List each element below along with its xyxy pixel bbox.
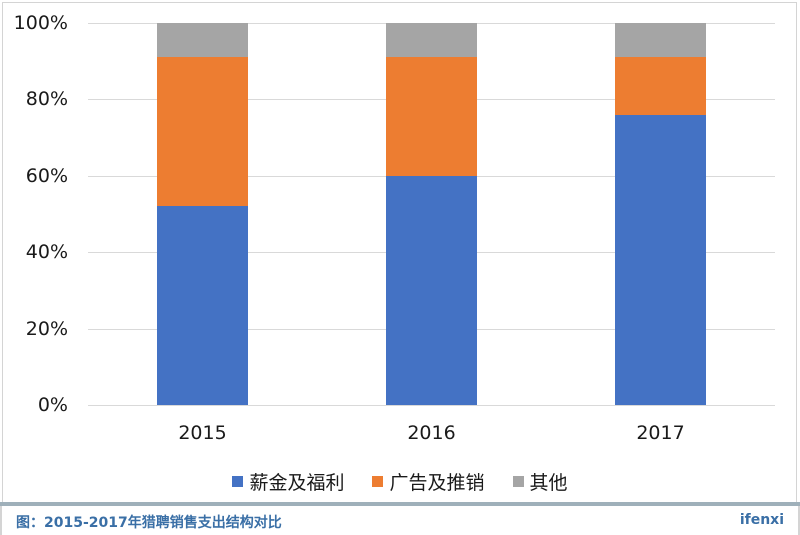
y-tick-label: 80% xyxy=(25,88,68,111)
y-tick-label: 20% xyxy=(25,317,68,340)
legend-label: 薪金及福利 xyxy=(249,472,345,494)
figure-caption: 图：2015-2017年猎聘销售支出结构对比 xyxy=(16,515,282,531)
plot-area xyxy=(88,23,775,406)
bar-segment[interactable] xyxy=(386,23,477,58)
legend-item[interactable]: 其他 xyxy=(512,468,568,495)
y-tick-label: 60% xyxy=(25,164,68,187)
bar-segment[interactable] xyxy=(386,175,477,405)
legend-swatch-icon xyxy=(232,476,244,487)
legend: 薪金及福利 广告及推销 其他 xyxy=(0,468,800,495)
bar-segment[interactable] xyxy=(615,23,706,58)
bar-segment[interactable] xyxy=(157,57,248,207)
legend-label: 广告及推销 xyxy=(389,472,485,494)
footer-divider xyxy=(0,502,800,506)
bar-2016[interactable] xyxy=(386,23,477,405)
legend-label: 其他 xyxy=(529,472,568,494)
gridline xyxy=(88,405,775,406)
footer: 图：2015-2017年猎聘销售支出结构对比 ifenxi xyxy=(0,506,800,535)
chart-frame xyxy=(2,2,797,502)
y-tick-label: 100% xyxy=(13,12,68,34)
brand-logo: ifenxi xyxy=(739,512,784,528)
y-tick-label: 0% xyxy=(37,394,68,416)
x-tick-label: 2017 xyxy=(636,422,685,444)
bar-segment[interactable] xyxy=(615,57,706,115)
bar-segment[interactable] xyxy=(615,114,706,405)
legend-swatch-icon xyxy=(372,476,384,487)
bar-2015[interactable] xyxy=(157,23,248,405)
x-tick-label: 2015 xyxy=(178,422,227,444)
x-tick-label: 2016 xyxy=(407,422,456,444)
legend-swatch-icon xyxy=(512,476,524,487)
bar-segment[interactable] xyxy=(157,206,248,405)
y-tick-label: 40% xyxy=(25,241,68,264)
bar-segment[interactable] xyxy=(386,57,477,176)
legend-item[interactable]: 薪金及福利 xyxy=(232,468,344,495)
legend-item[interactable]: 广告及推销 xyxy=(372,468,485,495)
bar-2017[interactable] xyxy=(615,23,706,405)
bar-segment[interactable] xyxy=(157,23,248,58)
